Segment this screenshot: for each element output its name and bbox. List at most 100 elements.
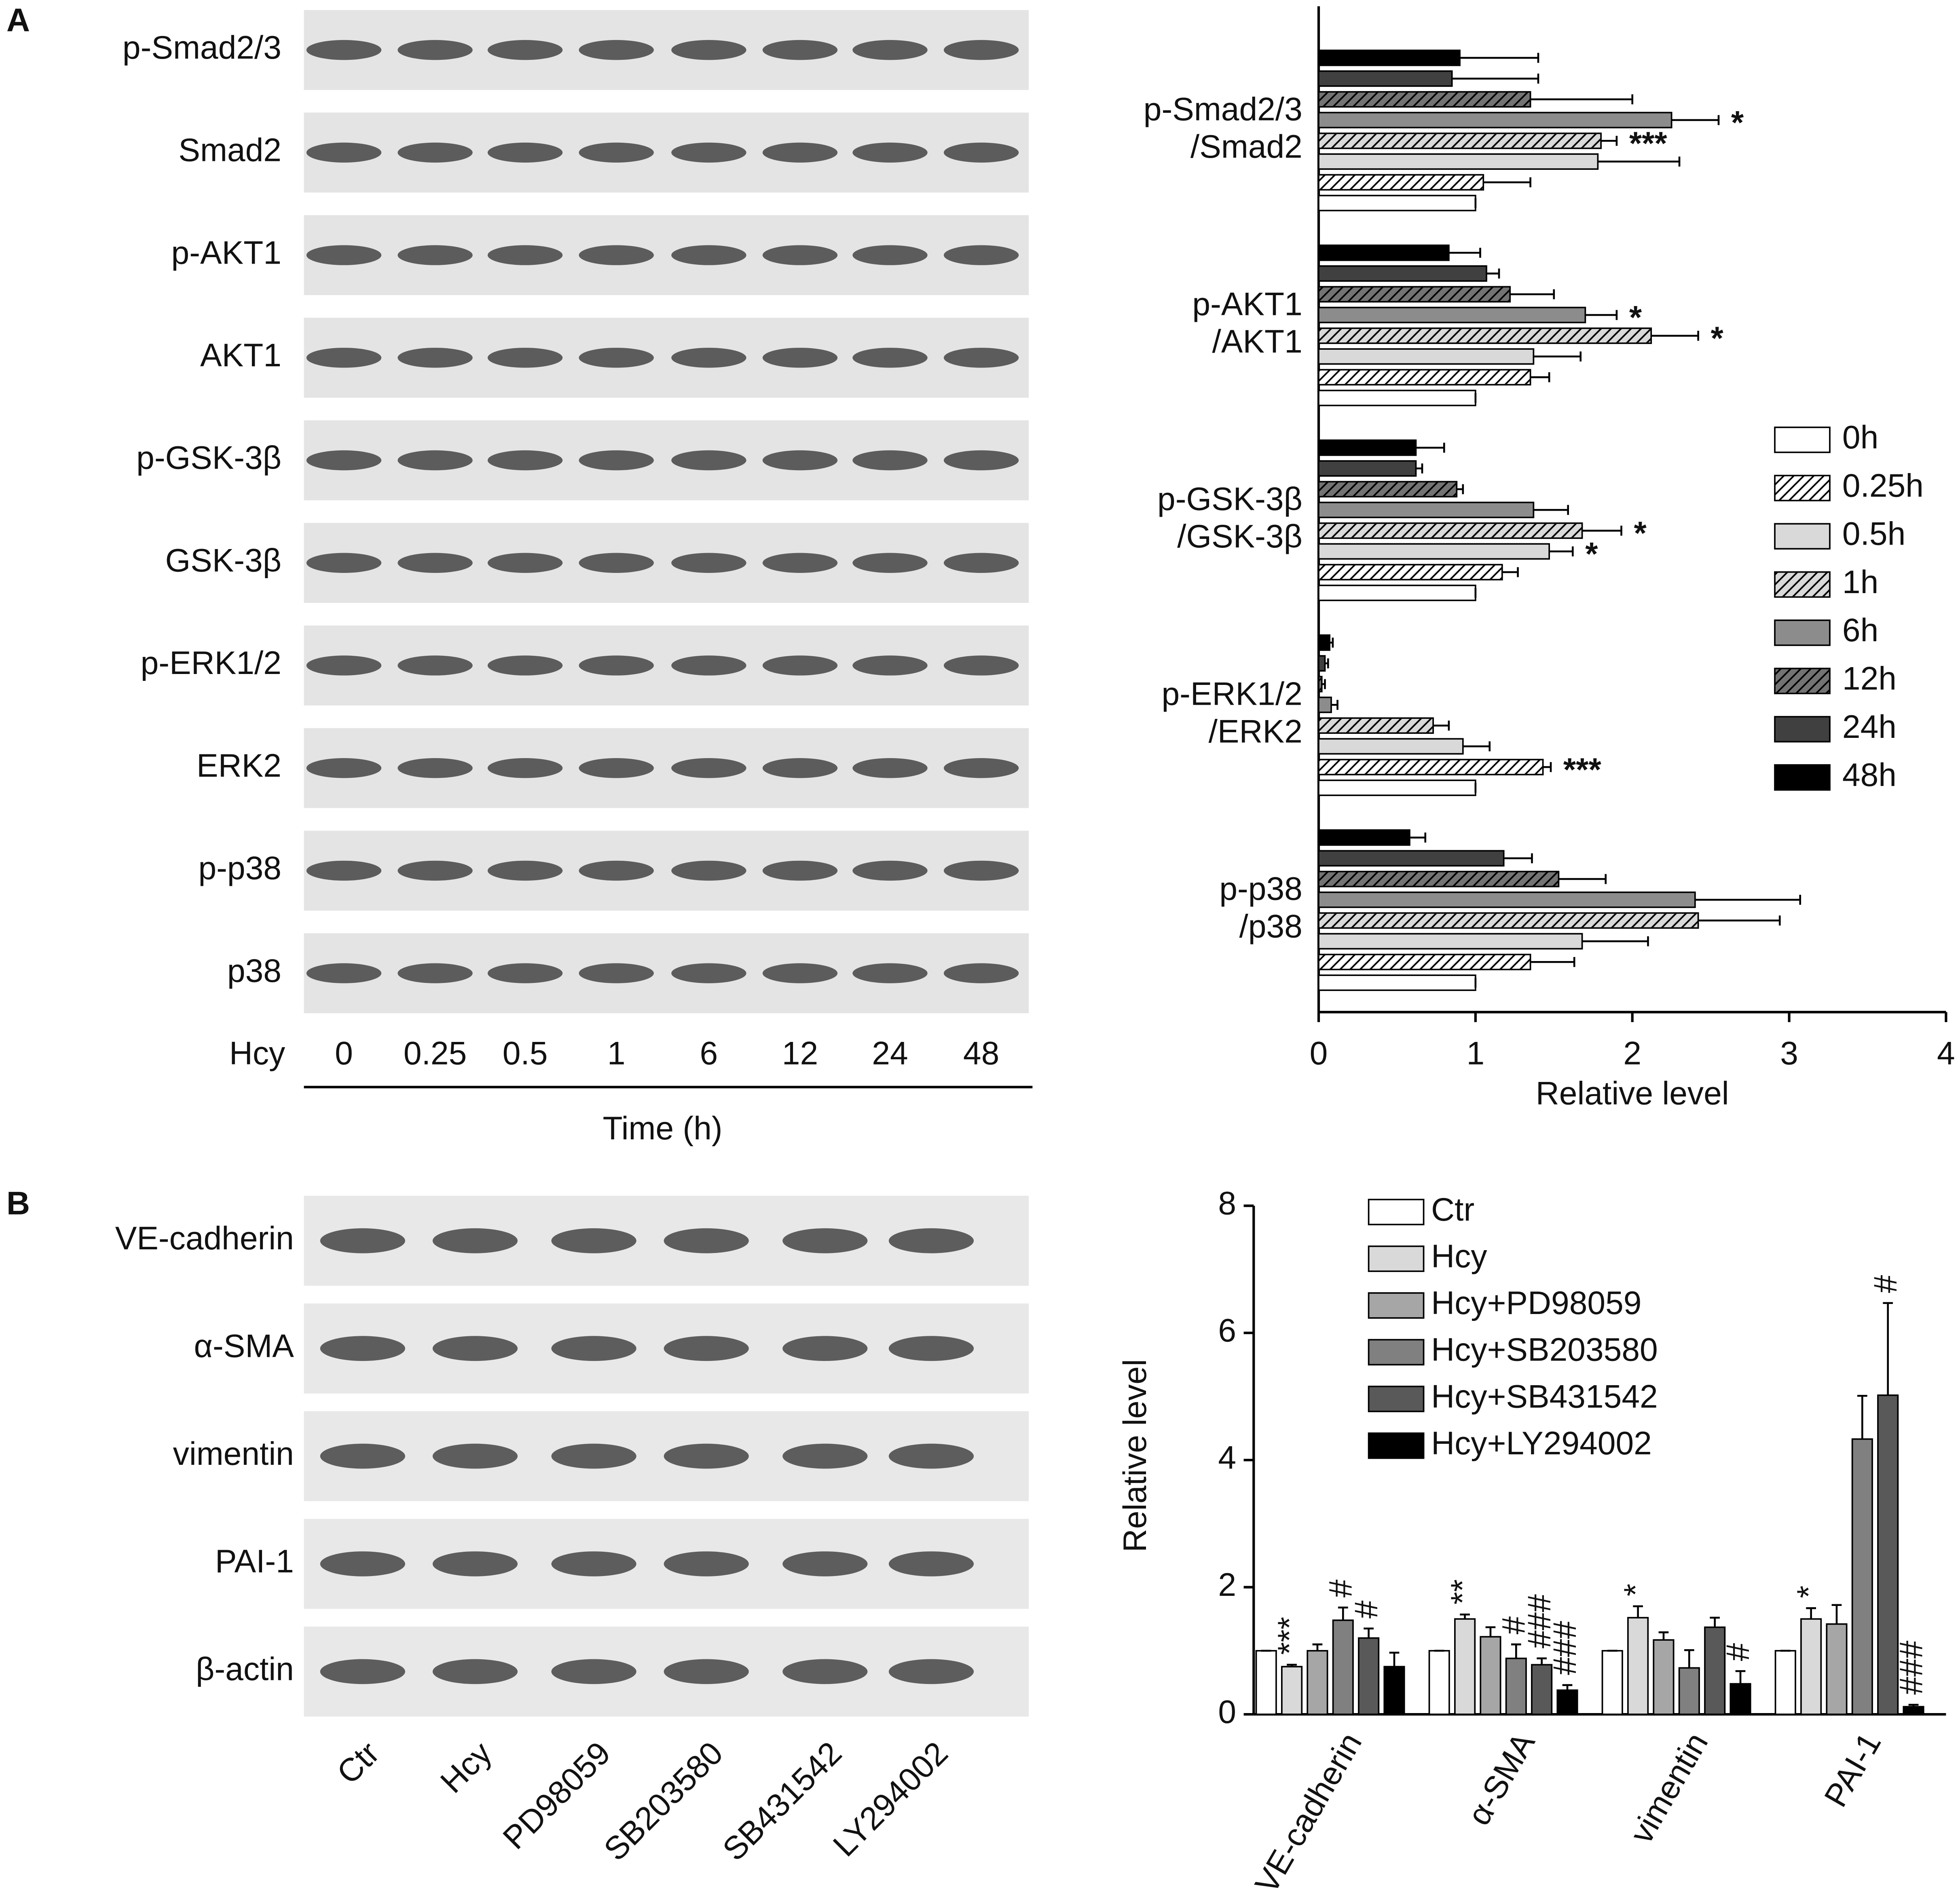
legend-label: 6h: [1842, 612, 1878, 649]
lane-label: PD98059: [496, 1735, 618, 1857]
blot-band: [397, 553, 473, 573]
blot-band: [888, 1551, 974, 1576]
legend-label: Hcy+LY294002: [1431, 1425, 1652, 1462]
blot-band: [432, 1551, 518, 1576]
blot-row-label: α-SMA: [194, 1328, 294, 1364]
significance: ***: [1271, 1617, 1308, 1655]
significance: ###: [1521, 1594, 1558, 1648]
bar: [1383, 1666, 1405, 1715]
blot-band: [551, 1551, 636, 1576]
blot-band: [306, 553, 382, 573]
blot-band: [306, 142, 382, 163]
blot-row-label: p-ERK1/2: [141, 645, 281, 681]
significance: **: [1444, 1579, 1481, 1605]
blot-band: [397, 245, 473, 265]
category-label: p-AKT1/AKT1: [1192, 286, 1302, 360]
legend-label: 12h: [1842, 661, 1897, 697]
blot-band: [306, 348, 382, 368]
legend-label: Ctr: [1431, 1192, 1474, 1228]
bar: [1318, 655, 1326, 672]
blot-band: [852, 450, 928, 471]
bar: [1318, 70, 1453, 87]
blot-band: [671, 860, 746, 881]
blot-band: [852, 40, 928, 60]
bar: [1318, 132, 1602, 149]
legend-label: Hcy: [1431, 1238, 1487, 1275]
blot-band: [671, 245, 746, 265]
lane-label: 24: [872, 1035, 908, 1072]
blot-band: [671, 348, 746, 368]
blot-band: [671, 655, 746, 676]
bar: [1318, 481, 1458, 498]
bar: [1851, 1438, 1873, 1715]
bar: [1318, 112, 1672, 129]
category-label: p-GSK-3β/GSK-3β: [1157, 481, 1302, 555]
significance: *: [1585, 536, 1598, 572]
blot-band: [397, 450, 473, 471]
legend-swatch: [1774, 619, 1831, 646]
legend-swatch: [1774, 716, 1831, 743]
blot-band: [852, 553, 928, 573]
blot-row-label: Smad2: [178, 132, 281, 169]
blot-band: [579, 553, 654, 573]
lane-label: SB203580: [597, 1735, 730, 1868]
blot-row-label: p-AKT1: [171, 235, 281, 271]
y-tick-label: 8: [1218, 1185, 1236, 1221]
blot-row-label: VE-cadherin: [115, 1220, 294, 1257]
significance: ###: [1547, 1621, 1583, 1675]
significance: *: [1711, 320, 1724, 357]
blot-row-label: PAI-1: [215, 1543, 294, 1580]
blot-band: [852, 758, 928, 778]
significance: *: [1629, 300, 1642, 336]
blot-band: [306, 963, 382, 983]
bar: [1318, 369, 1531, 386]
blot-band: [888, 1443, 974, 1469]
blot-band: [664, 1659, 749, 1684]
bar: [1318, 153, 1599, 170]
legend-swatch: [1774, 475, 1831, 501]
blot-band: [943, 450, 1019, 471]
legend-swatch: [1774, 571, 1831, 598]
x-axis-label: Relative level: [1536, 1075, 1729, 1112]
lane-label: 12: [782, 1035, 818, 1072]
bar: [1318, 543, 1550, 560]
legend-label: 24h: [1842, 709, 1897, 745]
time-axis-label: Time (h): [603, 1110, 722, 1147]
x-tick-label: 4: [1937, 1035, 1955, 1072]
blot-band: [852, 963, 928, 983]
blot-band: [487, 142, 563, 163]
legend-label: Hcy+SB431542: [1431, 1378, 1658, 1415]
bar: [1774, 1650, 1796, 1715]
blot-band: [579, 142, 654, 163]
blot-row-label: GSK-3β: [165, 542, 281, 579]
bar: [1318, 953, 1531, 970]
blot-band: [852, 245, 928, 265]
blot-band: [762, 348, 838, 368]
blot-band: [320, 1659, 405, 1684]
legend-label: 1h: [1842, 564, 1878, 600]
blot-band: [762, 450, 838, 471]
bar: [1318, 634, 1331, 651]
blot-band: [487, 245, 563, 265]
blot-band: [551, 1443, 636, 1469]
blot-band: [397, 860, 473, 881]
blot-band: [782, 1336, 868, 1361]
blot-band: [487, 860, 563, 881]
blot-band: [943, 142, 1019, 163]
blot-band: [943, 655, 1019, 676]
bar: [1318, 933, 1583, 950]
blot-band: [782, 1551, 868, 1576]
bar: [1730, 1683, 1751, 1715]
blot-band: [320, 1228, 405, 1253]
blot-band: [320, 1443, 405, 1469]
bar: [1318, 850, 1505, 867]
blot-band: [579, 655, 654, 676]
significance: *: [1791, 1585, 1827, 1598]
significance: #: [1720, 1643, 1756, 1661]
blot-band: [306, 245, 382, 265]
y-tick-label: 4: [1218, 1439, 1236, 1476]
significance: ***: [1563, 752, 1602, 788]
legend-swatch: [1774, 764, 1831, 791]
category-label: PAI-1: [1817, 1726, 1888, 1813]
